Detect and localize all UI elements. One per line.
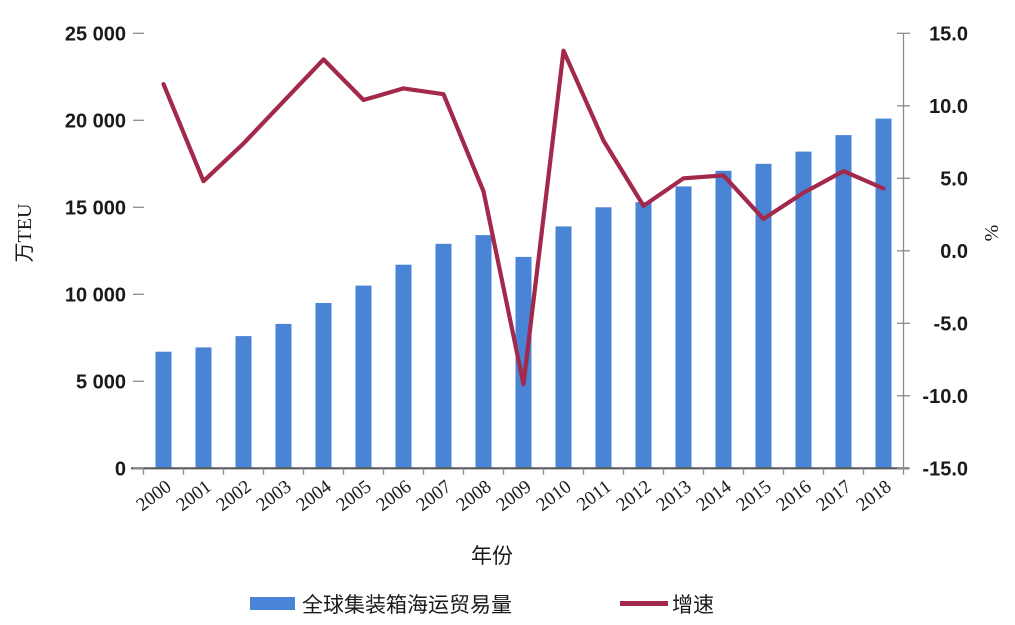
right-axis-tick-label: -5.0	[934, 313, 968, 335]
bars-group	[155, 118, 892, 469]
bar-2008	[475, 235, 492, 469]
growth-line	[161, 48, 886, 387]
bar-2016	[795, 151, 812, 469]
bar-2009	[515, 256, 532, 469]
x-axis-year-label: 2007	[413, 476, 456, 516]
x-axis-year-label: 2009	[493, 476, 536, 516]
x-axis-year-label: 2006	[373, 476, 416, 516]
bar-2014	[715, 170, 732, 469]
x-axis-year-label: 2005	[333, 476, 376, 516]
x-axis-year-label: 2017	[813, 476, 856, 516]
x-axis-year-label: 2002	[213, 476, 256, 516]
left-axis-title: 万TEU	[14, 203, 36, 262]
x-axis-year-label: 2013	[653, 476, 696, 516]
bar-2017	[835, 135, 852, 469]
legend-bar-label: 全球集装箱海运贸易量	[302, 593, 512, 617]
bar-2005	[355, 285, 372, 469]
left-axis-tick-label: 15 000	[65, 197, 126, 219]
x-axis-year-label: 2016	[773, 476, 816, 516]
bar-2018	[875, 118, 892, 469]
bar-2015	[755, 163, 772, 469]
x-axis-year-label: 2011	[573, 476, 615, 515]
x-axis-year-label: 2004	[293, 476, 336, 516]
right-axis-tick-label: 10.0	[929, 96, 968, 118]
right-axis-tick-label: 5.0	[940, 168, 968, 190]
x-axis-title: 年份	[471, 544, 513, 568]
x-axis-year-label: 2001	[173, 476, 216, 516]
left-axis-tick-label: 25 000	[65, 23, 126, 45]
left-axis-tick-label: 10 000	[65, 284, 126, 306]
legend-line-label: 增速	[672, 593, 714, 617]
right-axis-tick-label: 15.0	[929, 23, 968, 45]
left-axis-tick-label: 0	[115, 458, 126, 480]
x-axis-year-label: 2003	[253, 476, 296, 516]
left-axis-tick-label: 5 000	[76, 371, 126, 393]
right-axis-tick-label: -10.0	[922, 386, 968, 408]
bar-2012	[635, 202, 652, 469]
axes-group	[131, 32, 910, 475]
bar-2001	[195, 347, 212, 469]
right-axis-tick-label: -15.0	[922, 458, 968, 480]
bar-2006	[395, 264, 412, 469]
x-axis-year-label: 2010	[533, 476, 576, 516]
growth-line-group	[161, 48, 886, 387]
bar-2002	[235, 336, 252, 469]
left-axis-tick-label: 20 000	[65, 110, 126, 132]
legend-bar-swatch	[250, 597, 295, 610]
bar-2007	[435, 243, 452, 469]
bar-2003	[275, 323, 292, 469]
x-axis-year-label: 2000	[133, 476, 176, 516]
bar-2004	[315, 303, 332, 469]
bar-2011	[595, 207, 612, 469]
legend: 全球集装箱海运贸易量 增速	[250, 593, 714, 617]
x-axis-year-label: 2012	[613, 476, 656, 516]
bar-2013	[675, 186, 692, 469]
right-axis-title: %	[981, 225, 1003, 242]
x-axis-year-label: 2015	[733, 476, 776, 516]
legend-line-swatch	[620, 601, 668, 606]
right-axis-tick-label: 0.0	[940, 241, 968, 263]
x-axis-year-label: 2014	[693, 476, 736, 516]
x-axis-year-label: 2018	[853, 476, 896, 516]
bar-2010	[555, 226, 572, 469]
x-axis-year-label: 2008	[453, 476, 496, 516]
bar-2000	[155, 351, 172, 469]
